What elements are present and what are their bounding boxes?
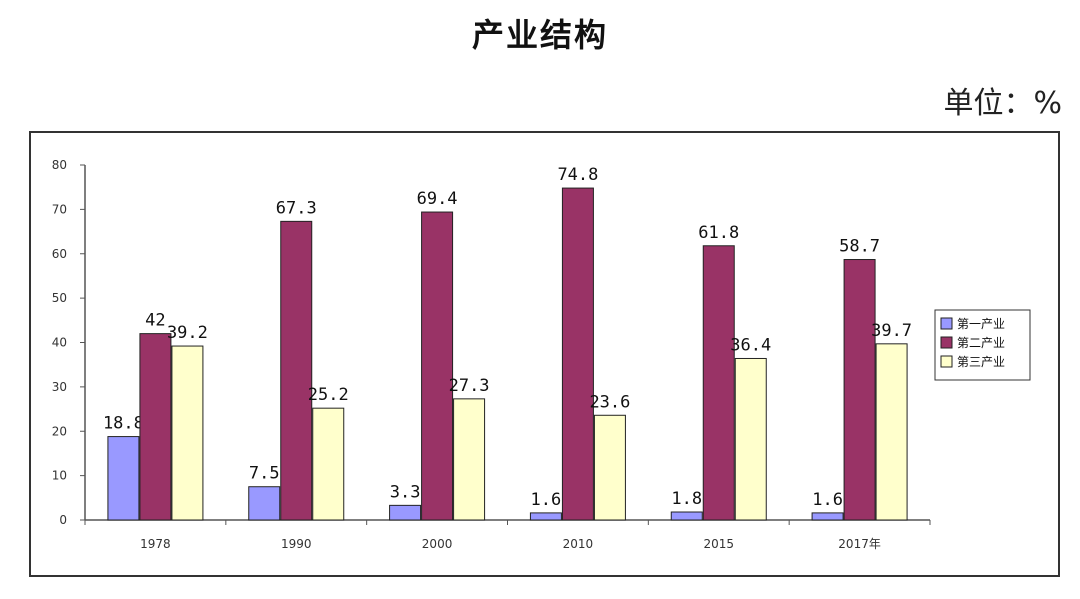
data-label: 23.6 — [589, 392, 630, 412]
bar — [248, 486, 281, 521]
data-label: 27.3 — [449, 376, 490, 396]
y-tick-label: 40 — [52, 336, 67, 350]
legend-swatch — [940, 355, 953, 368]
data-label: 67.3 — [276, 198, 317, 218]
data-label: 1.6 — [531, 490, 562, 510]
data-label: 69.4 — [417, 189, 458, 209]
x-tick-label: 1978 — [140, 537, 171, 551]
data-label: 42 — [145, 311, 165, 331]
data-label: 39.2 — [167, 323, 208, 343]
legend-swatch — [940, 317, 953, 330]
bar — [593, 414, 626, 521]
y-tick-label: 20 — [52, 424, 67, 438]
data-label: 58.7 — [839, 237, 880, 257]
legend-label: 第二产业 — [957, 336, 1005, 350]
bar — [171, 345, 204, 521]
legend-label: 第三产业 — [957, 355, 1005, 369]
bar — [875, 343, 908, 521]
bar — [280, 220, 313, 521]
data-label: 1.6 — [812, 490, 843, 510]
x-tick-label: 2010 — [563, 537, 594, 551]
data-label: 39.7 — [871, 321, 912, 341]
legend-label: 第一产业 — [957, 317, 1005, 331]
bar — [843, 259, 876, 521]
data-label: 3.3 — [390, 482, 421, 502]
legend-swatch — [940, 336, 953, 349]
x-tick-label: 2000 — [422, 537, 453, 551]
data-label: 36.4 — [730, 335, 771, 355]
bar — [312, 407, 345, 521]
bar — [529, 512, 562, 521]
bar — [453, 398, 486, 521]
bar — [389, 504, 422, 521]
bar — [811, 512, 844, 521]
data-label: 74.8 — [557, 165, 598, 185]
bar — [702, 245, 735, 521]
y-tick-label: 30 — [52, 380, 67, 394]
y-tick-label: 70 — [52, 202, 67, 216]
bar — [421, 211, 454, 521]
bar — [734, 357, 767, 521]
chart-title: 产业结构 — [471, 16, 608, 54]
chart-frame — [29, 131, 1060, 577]
y-tick-label: 10 — [52, 469, 67, 483]
data-label: 18.8 — [103, 414, 144, 434]
bar — [561, 187, 594, 521]
x-tick-label: 2017年 — [838, 537, 881, 551]
y-tick-label: 0 — [59, 513, 67, 527]
bar — [107, 436, 140, 521]
bar — [139, 333, 172, 521]
unit-label: 单位：% — [943, 86, 1062, 121]
data-label: 1.8 — [671, 489, 702, 509]
x-tick-label: 1990 — [281, 537, 312, 551]
x-tick-label: 2015 — [703, 537, 734, 551]
y-tick-label: 80 — [52, 158, 67, 172]
y-tick-label: 60 — [52, 247, 67, 261]
bar — [670, 511, 703, 521]
y-tick-label: 50 — [52, 291, 67, 305]
data-label: 61.8 — [698, 223, 739, 243]
data-label: 25.2 — [308, 385, 349, 405]
data-label: 7.5 — [249, 464, 280, 484]
